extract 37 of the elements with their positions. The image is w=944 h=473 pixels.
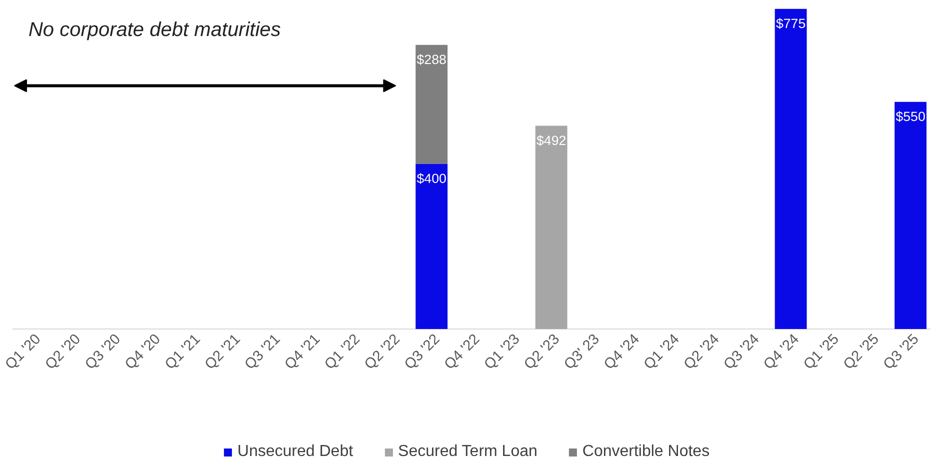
bar [894, 102, 927, 330]
legend-label: Convertible Notes [582, 443, 710, 461]
data-label: $400 [416, 170, 446, 186]
data-label: $492 [536, 132, 566, 148]
x-tick-label: Q2 '22 [362, 331, 404, 373]
annotation: No corporate debt maturities [28, 18, 281, 41]
x-tick-label: Q1 '23 [482, 331, 524, 373]
x-tick-label: Q2 '20 [42, 331, 84, 373]
x-tick-label: Q3 '22 [402, 331, 444, 373]
legend-label: Unsecured Debt [237, 443, 354, 461]
x-tick-label: Q1 '22 [322, 331, 364, 373]
x-tick-label: Q2 '25 [840, 331, 882, 373]
x-tick-label: Q4 '24 [760, 331, 802, 373]
x-tick-label: Q1 '25 [800, 331, 842, 373]
x-tick-label: Q3 '21 [242, 331, 284, 373]
x-tick-label: Q3 '25 [880, 331, 922, 373]
data-label: $550 [896, 108, 926, 124]
x-tick-label: Q4 '21 [282, 331, 324, 373]
bar [416, 164, 448, 330]
x-tick-label: Q1 '20 [2, 331, 44, 373]
x-tick-label: Q2 '21 [202, 331, 244, 373]
x-tick-label: Q3 '20 [82, 331, 124, 373]
data-label: $775 [776, 16, 806, 31]
x-tick-label: Q4 '20 [122, 331, 164, 373]
bar [416, 44, 448, 164]
x-tick-label: Q4 '24 [601, 331, 643, 373]
x-tick-label: Q1 '24 [641, 331, 683, 373]
legend-label: Secured Term Loan [398, 443, 538, 461]
bar [774, 8, 807, 330]
x-tick-label: Q2 '24 [681, 331, 723, 373]
x-tick-label: Q2 '23 [521, 331, 563, 373]
x-tick-label: Q4 '22 [442, 331, 484, 373]
data-label: $288 [416, 52, 446, 67]
x-tick-label: Q3' 23 [561, 331, 603, 373]
x-tick-label: Q3 '24 [721, 331, 763, 373]
bar [535, 126, 568, 330]
x-tick-label: Q1 '21 [162, 331, 204, 373]
